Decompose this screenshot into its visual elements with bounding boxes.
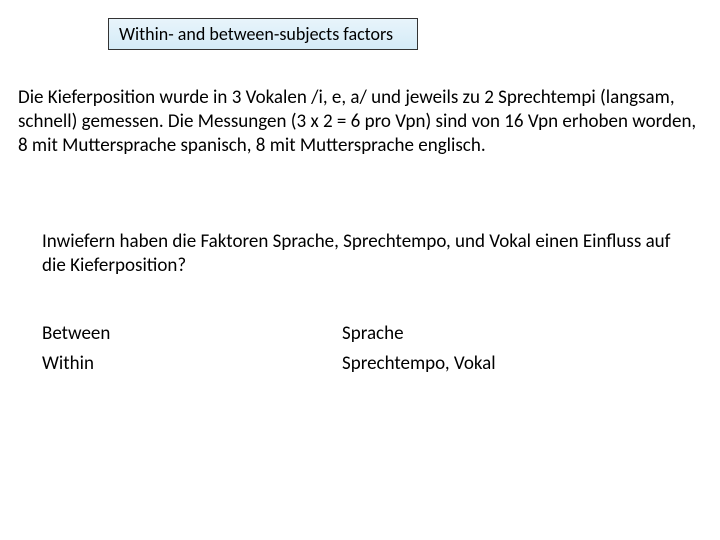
title-text: Within- and between-subjects factors: [119, 23, 393, 45]
sub-paragraph-text: Inwiefern haben die Faktoren Sprache, Sp…: [42, 230, 670, 277]
table-row-value: Sprechtempo, Vokal: [342, 352, 496, 375]
main-paragraph-text: Die Kieferposition wurde in 3 Vokalen /i…: [18, 86, 696, 157]
row-right-label: Sprechtempo, Vokal: [342, 352, 496, 375]
row-right-label: Sprache: [342, 322, 404, 345]
table-row: Within: [42, 352, 94, 375]
table-row: Between: [42, 322, 110, 345]
title-box: Within- and between-subjects factors: [108, 18, 418, 50]
row-left-label: Within: [42, 352, 94, 375]
table-row-value: Sprache: [342, 322, 404, 345]
row-left-label: Between: [42, 322, 110, 345]
sub-paragraph: Inwiefern haben die Faktoren Sprache, Sp…: [42, 230, 678, 278]
main-paragraph: Die Kieferposition wurde in 3 Vokalen /i…: [18, 86, 702, 157]
